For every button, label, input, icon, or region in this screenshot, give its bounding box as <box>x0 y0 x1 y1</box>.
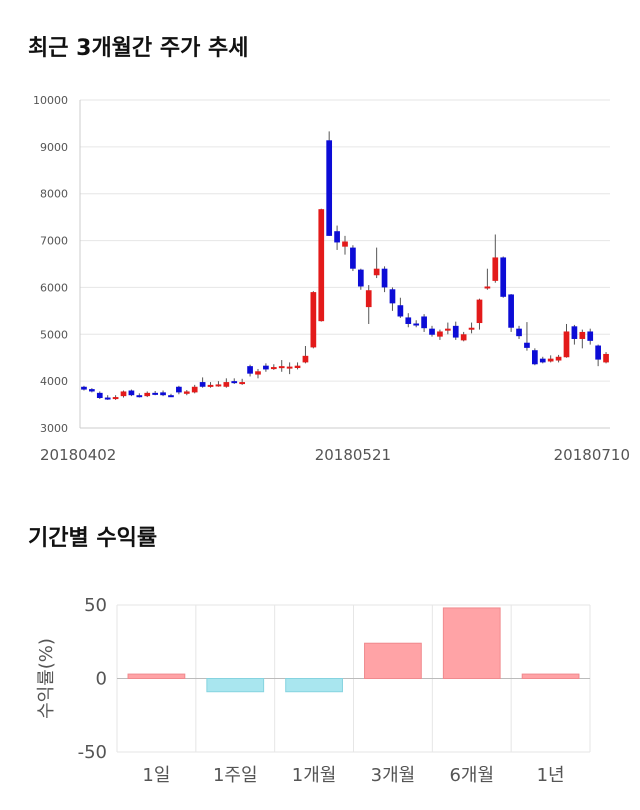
returns-bar <box>442 607 501 679</box>
returns-x-tick-label: 1주일 <box>213 765 258 786</box>
returns-bar <box>364 642 422 679</box>
candle-body <box>563 331 570 358</box>
candle-body <box>579 331 586 339</box>
candle-body <box>421 316 427 329</box>
candle-body <box>199 382 206 387</box>
returns-x-tick-label: 1개월 <box>292 765 337 786</box>
returns-y-tick-label: -50 <box>78 742 107 763</box>
candle-body <box>286 366 293 369</box>
candle-body <box>278 366 285 369</box>
candle-body <box>231 381 238 384</box>
returns-y-tick-label: 0 <box>96 669 107 690</box>
candle-body <box>294 365 301 369</box>
candle-body <box>144 392 151 397</box>
candle-body <box>120 391 127 397</box>
candle-body <box>357 269 364 287</box>
candle-body <box>128 390 135 396</box>
candle-body <box>547 358 554 362</box>
candle-body <box>302 355 309 363</box>
candle-body <box>176 386 182 393</box>
candle-body <box>326 140 333 236</box>
candle-body <box>215 384 222 387</box>
candle-body <box>223 382 230 387</box>
candle-body <box>603 353 609 363</box>
candle-body <box>89 389 95 392</box>
candle-body <box>389 289 396 304</box>
returns-x-tick-label: 1년 <box>537 765 565 786</box>
candle-body <box>183 391 190 394</box>
candle-body <box>263 365 269 370</box>
candle-body <box>595 345 601 360</box>
returns-y-axis-label: 수익률(%) <box>36 638 57 719</box>
candle-body <box>444 328 451 331</box>
candle-body <box>381 268 388 288</box>
candle-body <box>484 286 491 289</box>
candle-body <box>318 209 325 322</box>
candle-body <box>468 327 475 330</box>
candle-body <box>373 268 380 276</box>
candle-body <box>207 384 214 387</box>
candle-body <box>492 257 499 281</box>
returns-x-tick-label: 6개월 <box>449 765 494 786</box>
candle-body <box>397 305 404 317</box>
candle-body <box>104 397 111 400</box>
candle-body <box>429 328 435 335</box>
candle-body <box>555 356 562 361</box>
candle-body <box>524 342 530 348</box>
returns-chart-title: 기간별 수익률 <box>28 526 158 551</box>
price-y-tick-label: 3000 <box>40 422 68 435</box>
candle-body <box>413 323 420 326</box>
candle-body <box>405 317 412 324</box>
candle-body <box>476 299 483 324</box>
candle-body <box>532 350 538 365</box>
returns-bar <box>206 678 265 693</box>
returns-y-tick-label: 50 <box>84 595 107 616</box>
price-candlestick-chart: 3000 4000 5000 6000 7000 8000 9000 10000 2018040… <box>33 94 630 464</box>
returns-x-tick-label: 1일 <box>142 765 170 786</box>
candle-body <box>152 392 158 395</box>
candle-body <box>460 334 467 341</box>
returns-bar <box>127 673 186 680</box>
candle-body <box>191 386 198 393</box>
candle-body <box>136 395 143 398</box>
candle-body <box>587 331 594 341</box>
price-y-tick-label: 7000 <box>40 235 68 248</box>
returns-bar <box>285 678 343 693</box>
price-x-tick-label: 20180402 <box>40 446 116 464</box>
candle-body <box>81 386 87 390</box>
returns-x-tick-label: 3개월 <box>371 765 416 786</box>
price-y-tick-label: 4000 <box>40 375 68 388</box>
candle-body <box>500 257 507 297</box>
candle-body <box>310 292 317 348</box>
price-y-tick-label: 10000 <box>33 94 68 107</box>
candle-body <box>365 290 372 308</box>
candle-body <box>571 326 578 339</box>
candle-body <box>270 367 277 370</box>
returns-bar <box>521 673 580 680</box>
candle-body <box>247 366 253 374</box>
price-y-tick-label: 8000 <box>40 188 68 201</box>
candle-body <box>342 241 348 247</box>
candle-body <box>239 382 246 385</box>
candle-body <box>334 231 340 243</box>
candle-body <box>255 371 261 375</box>
candle-body <box>516 328 522 337</box>
price-x-tick-label: 20180521 <box>315 446 391 464</box>
price-chart-title: 최근 3개월간 주가 추세 <box>28 36 249 61</box>
price-x-tick-label: 20180710 <box>554 446 630 464</box>
candle-body <box>96 392 103 399</box>
price-y-tick-label: 5000 <box>40 328 68 341</box>
candle-body <box>350 247 356 269</box>
candle-body <box>168 395 174 398</box>
candle-body <box>508 294 514 328</box>
candle-body <box>539 358 546 363</box>
candle-body <box>112 397 119 400</box>
candle-body <box>160 392 166 396</box>
price-y-tick-label: 6000 <box>40 281 68 294</box>
price-y-tick-label: 9000 <box>40 141 68 154</box>
candle-body <box>452 325 459 338</box>
candle-body <box>437 331 443 337</box>
